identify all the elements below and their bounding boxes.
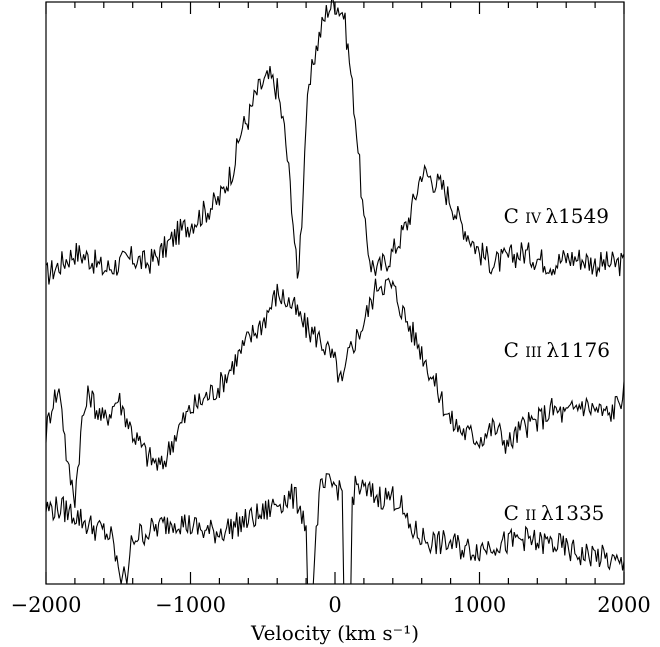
x-axis-label: Velocity (km s⁻¹) <box>250 621 419 645</box>
series-line-1 <box>45 277 625 508</box>
x-ticks <box>45 2 625 584</box>
x-tick-label: 1000 <box>453 593 506 617</box>
x-tick-label: −2000 <box>10 593 81 617</box>
series-group <box>45 0 625 585</box>
plot-frame <box>45 1 625 585</box>
series-labels: C IV λ1549 C III λ1176 C II λ1335 <box>504 204 610 525</box>
series-label-1: C III λ1176 <box>504 338 610 362</box>
x-tick-label: −1000 <box>155 593 226 617</box>
x-tick-labels: −2000 −1000 0 1000 2000 <box>10 593 650 617</box>
series-label-2: C II λ1335 <box>504 501 605 525</box>
x-tick-label: 2000 <box>597 593 650 617</box>
series-line-2 <box>45 473 625 585</box>
x-tick-label: 0 <box>328 593 341 617</box>
series-label-0: C IV λ1549 <box>504 204 609 228</box>
series-line-0 <box>45 0 625 285</box>
